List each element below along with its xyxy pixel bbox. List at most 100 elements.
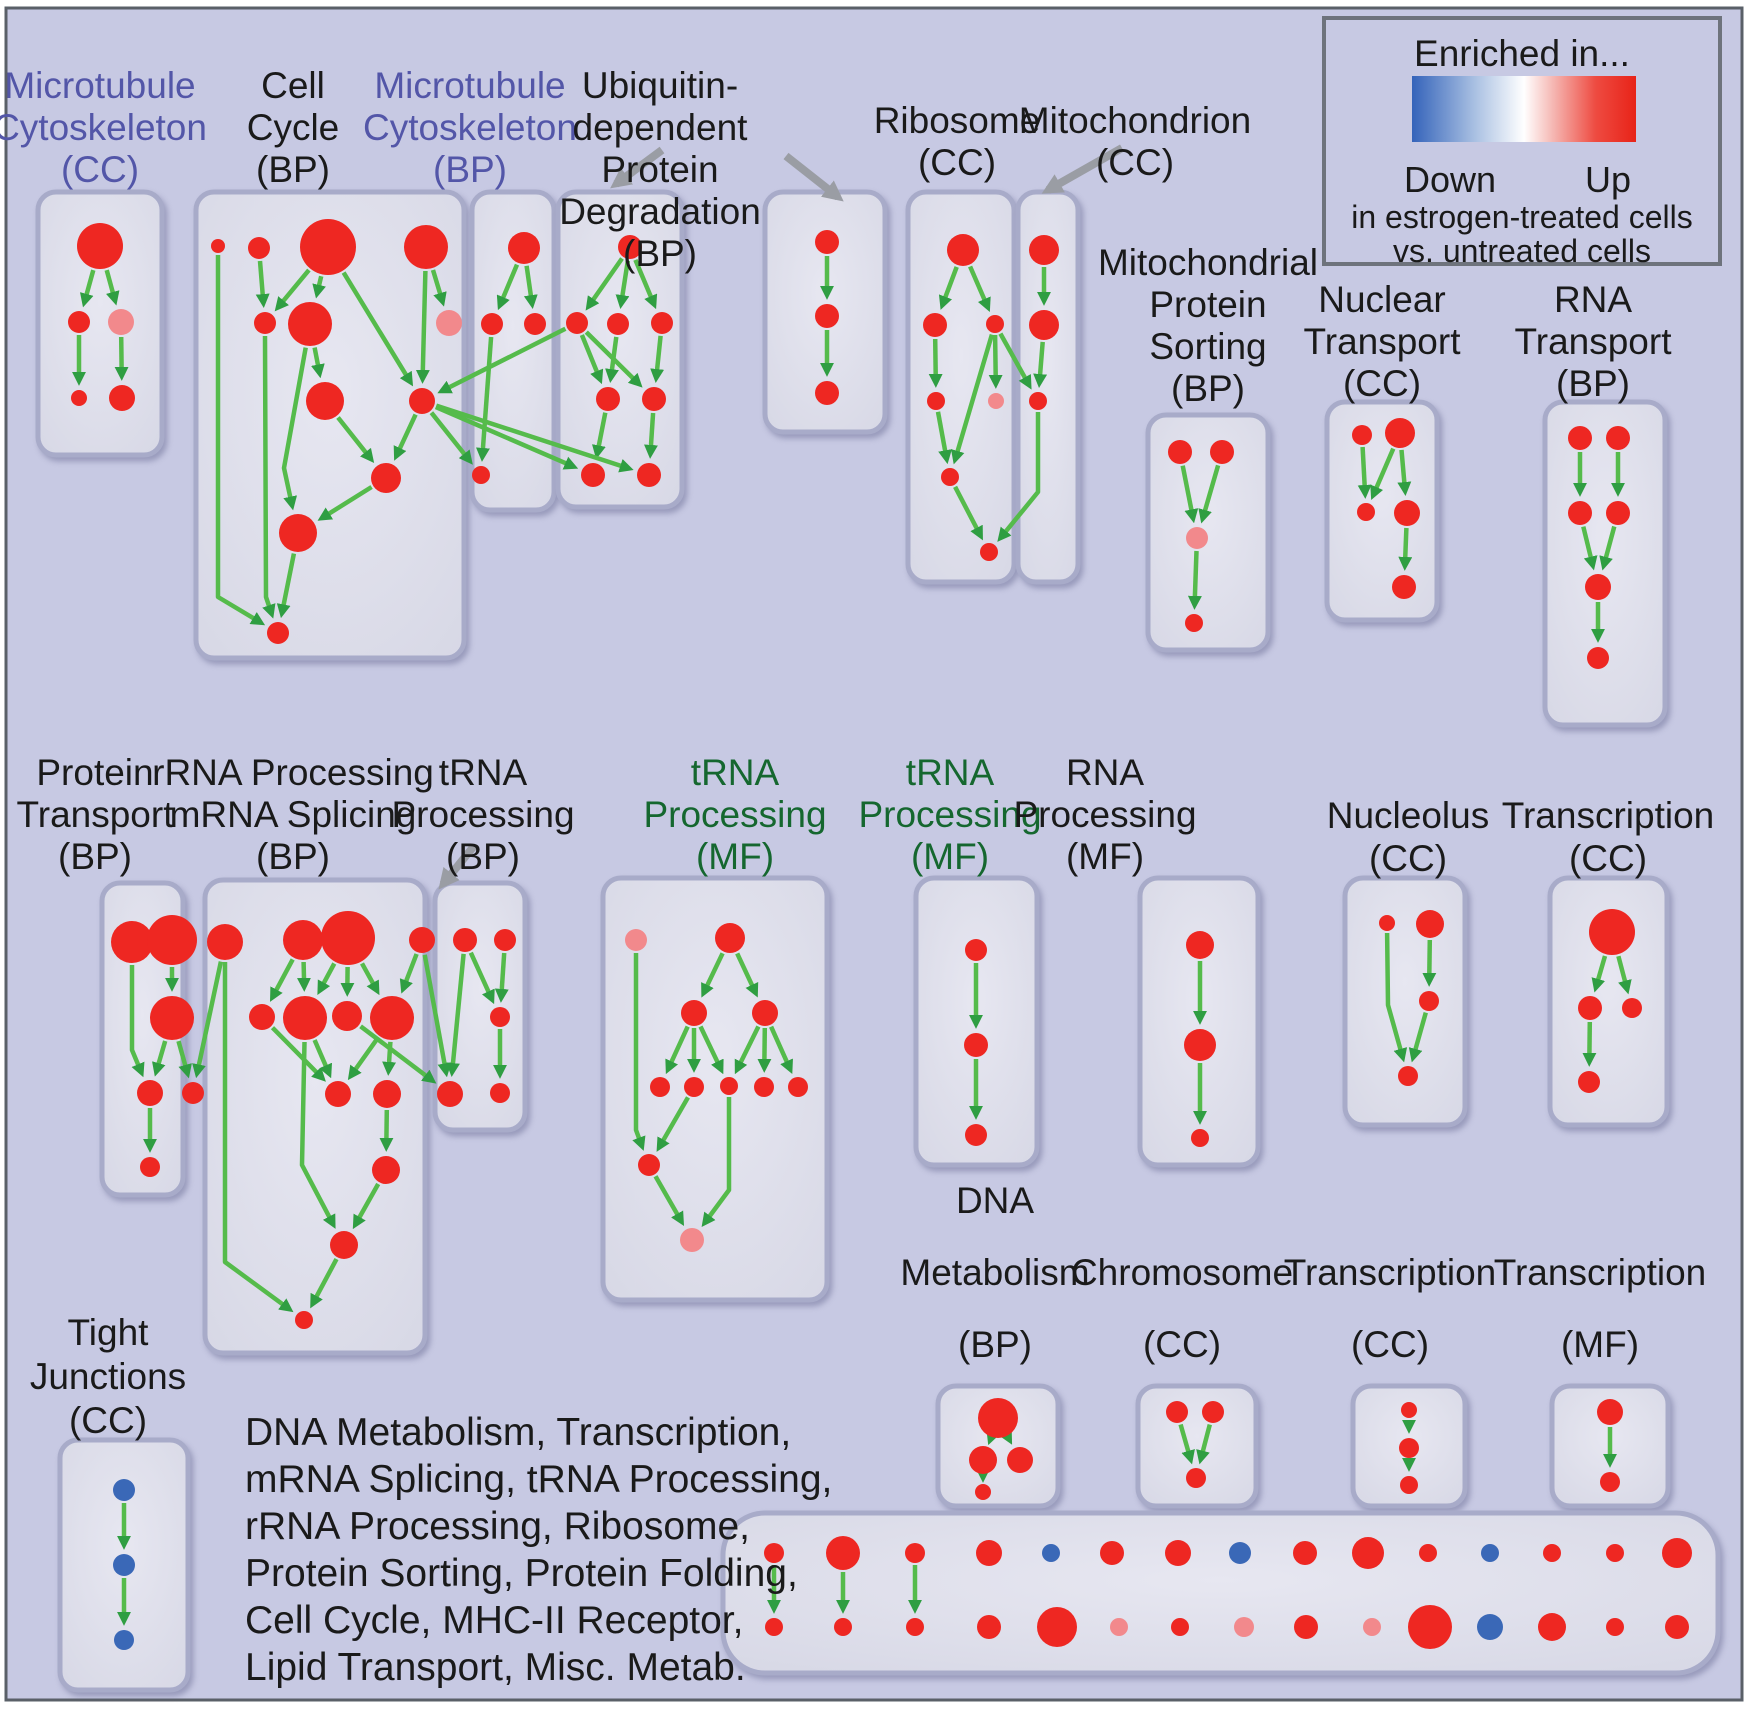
go-term-node-red (137, 1080, 163, 1106)
go-term-node-red (472, 466, 490, 484)
label-microtubule-cytoskeleton-bp: Microtubule Cytoskeleton (BP) (363, 65, 577, 190)
edge-mitochondrial-protein-sorting-bp (1187, 550, 1202, 610)
go-term-node-red (637, 463, 661, 487)
label-rrna-processing-mrna-splicing-bp: rRNA Processing mRNA Splicing (BP) (152, 752, 434, 877)
go-term-node-red (681, 1000, 707, 1026)
label-rna-processing-mf: RNA Processing (MF) (1013, 752, 1196, 877)
label-tight-junctions-cc: Tight Junctions (CC) (30, 1312, 186, 1441)
go-term-node-red (1007, 1447, 1033, 1473)
edge-mitochondrial-protein-sorting-bp (1198, 464, 1221, 524)
legend-subtitle-1: in estrogen-treated cells (1351, 199, 1693, 235)
go-term-node-red (490, 1007, 510, 1027)
edge-rrna-processing-mrna-splicing-bp (310, 1258, 339, 1309)
edge-ribosome-to-mito (998, 332, 1032, 390)
label-dna-metabolism-bp: DNA Metabolism (BP) (900, 1180, 1089, 1365)
go-term-node-red (1379, 915, 1395, 931)
edge-ubiquitin-protein-degradation-1 (585, 257, 624, 311)
edge-rrna-processing-mrna-splicing-bp (379, 1109, 394, 1152)
edge-trna-processing-mf-1 (665, 1025, 690, 1075)
go-term-node-red (1538, 1613, 1566, 1641)
go-term-node-red (923, 313, 947, 337)
go-term-node-red (150, 996, 194, 1040)
go-term-node-blue (1229, 1542, 1251, 1564)
go-term-node-red (1184, 1029, 1216, 1061)
pointer-ubiquitin-box1-arrow-icon (610, 146, 665, 189)
go-term-node-pink (625, 929, 647, 951)
go-term-node-red (1606, 1544, 1624, 1562)
go-term-node-blue (113, 1554, 135, 1576)
go-term-node-red (1165, 1540, 1191, 1566)
label-microtubule-cytoskeleton-cc: Microtubule Cytoskeleton (CC) (0, 65, 207, 190)
edge-nucleolus-cc (1408, 1011, 1428, 1063)
edge-microtubule-cytoskeleton-cc (114, 336, 129, 381)
go-term-node-red (1398, 1066, 1418, 1086)
go-term-node-red (111, 921, 153, 963)
go-term-node-red (267, 622, 289, 644)
label-ubiquitin-degradation-bp: Ubiquitin-dependent Protein Degradation (BP… (559, 65, 761, 274)
go-term-node-red (508, 232, 540, 264)
edge-rrna-processing-mrna-splicing-bp (269, 958, 295, 1002)
go-term-node-red (332, 1001, 362, 1031)
go-term-node-red (373, 1080, 401, 1108)
label-misc-cluster-list: DNA Metabolism, Transcription, mRNA Splic… (245, 1411, 832, 1689)
edge-ubiquitin-protein-degradation-1 (579, 334, 604, 385)
label-trna-processing-mf-1: tRNA Processing (MF) (643, 752, 826, 877)
go-term-node-red (1401, 1402, 1417, 1418)
edge-rrna-to-protein-transport (192, 961, 224, 1079)
go-term-node-red (986, 315, 1004, 333)
go-term-node-red (1186, 1468, 1206, 1488)
go-term-node-red (409, 388, 435, 414)
edge-cell-cycle-bp (255, 260, 270, 308)
go-term-node-red (1587, 647, 1609, 669)
go-term-node-pink (1234, 1617, 1254, 1637)
go-term-node-pink (436, 310, 462, 336)
group-box-transcription-cc-row2 (1547, 875, 1670, 1128)
label-cell-cycle-bp: Cell Cycle (BP) (247, 65, 340, 190)
go-term-node-red (490, 1083, 510, 1103)
edge-nucleolus-cc (1384, 932, 1408, 1063)
edge-ribosome-cc (928, 338, 943, 388)
edge-rrna-processing-mrna-splicing-bp (297, 961, 311, 992)
go-term-node-red (109, 385, 135, 411)
edge-microtubule-cytoskeleton-cc (79, 269, 96, 308)
edge-rna-transport-bp (1581, 526, 1598, 571)
edge-trna-processing-mf-1 (734, 1025, 761, 1075)
edge-transcription-cc-row2 (1616, 955, 1632, 995)
pointer-ubiquitin-box2-arrow-icon (783, 152, 844, 202)
edge-nuclear-transport-cc (1370, 447, 1396, 500)
go-term-node-red (1400, 1476, 1418, 1494)
go-term-node-red (975, 1484, 991, 1500)
group-box-trna-processing-mf-1 (600, 875, 830, 1303)
go-term-node-red (300, 219, 356, 275)
go-term-node-blue (1477, 1614, 1503, 1640)
edge-trna-processing-mf-1 (757, 1027, 772, 1073)
label-mitochondrial-protein-sorting-bp: Mitochondrial Protein Sorting (BP) (1098, 242, 1318, 409)
edge-ribosome-cc (950, 333, 995, 465)
go-term-node-red (1419, 991, 1439, 1011)
go-term-node-red (279, 514, 317, 552)
edge-rrna-to-trna-bp-1 (422, 954, 452, 1078)
go-term-node-red (1385, 418, 1415, 448)
go-term-node-red (1352, 1537, 1384, 1569)
label-chromosome-cc: Chromosome (CC) (1071, 1252, 1293, 1365)
group-box-rrna-processing-mrna-splicing-bp (202, 877, 428, 1356)
edge-rrna-processing-mrna-splicing-bp (399, 953, 419, 994)
go-term-node-red (330, 1231, 358, 1259)
edge-microtubule-cytoskeleton-bp (476, 336, 494, 462)
go-term-node-red (834, 1618, 852, 1636)
go-term-node-red (1665, 1615, 1689, 1639)
go-term-node-red (409, 927, 435, 953)
go-term-node-red (826, 1536, 860, 1570)
group-box-cell-cycle-bp (193, 189, 467, 661)
edge-cell-cycle-bp (276, 553, 297, 619)
edge-ribosome-cc (935, 411, 952, 465)
go-term-node-red (1029, 392, 1047, 410)
edge-trna-processing-mf-1 (735, 952, 759, 998)
group-box-rna-processing-mf (1137, 875, 1261, 1168)
edge-rrna-to-trna-bp-2 (359, 1024, 437, 1084)
edge-cell-cycle-bp (317, 485, 373, 521)
edge-cell-cycle-bp (341, 271, 414, 387)
edge-rrna-processing-mrna-splicing-bp (270, 1026, 326, 1082)
go-term-node-red (1037, 1607, 1077, 1647)
go-term-node-pink (108, 309, 134, 335)
